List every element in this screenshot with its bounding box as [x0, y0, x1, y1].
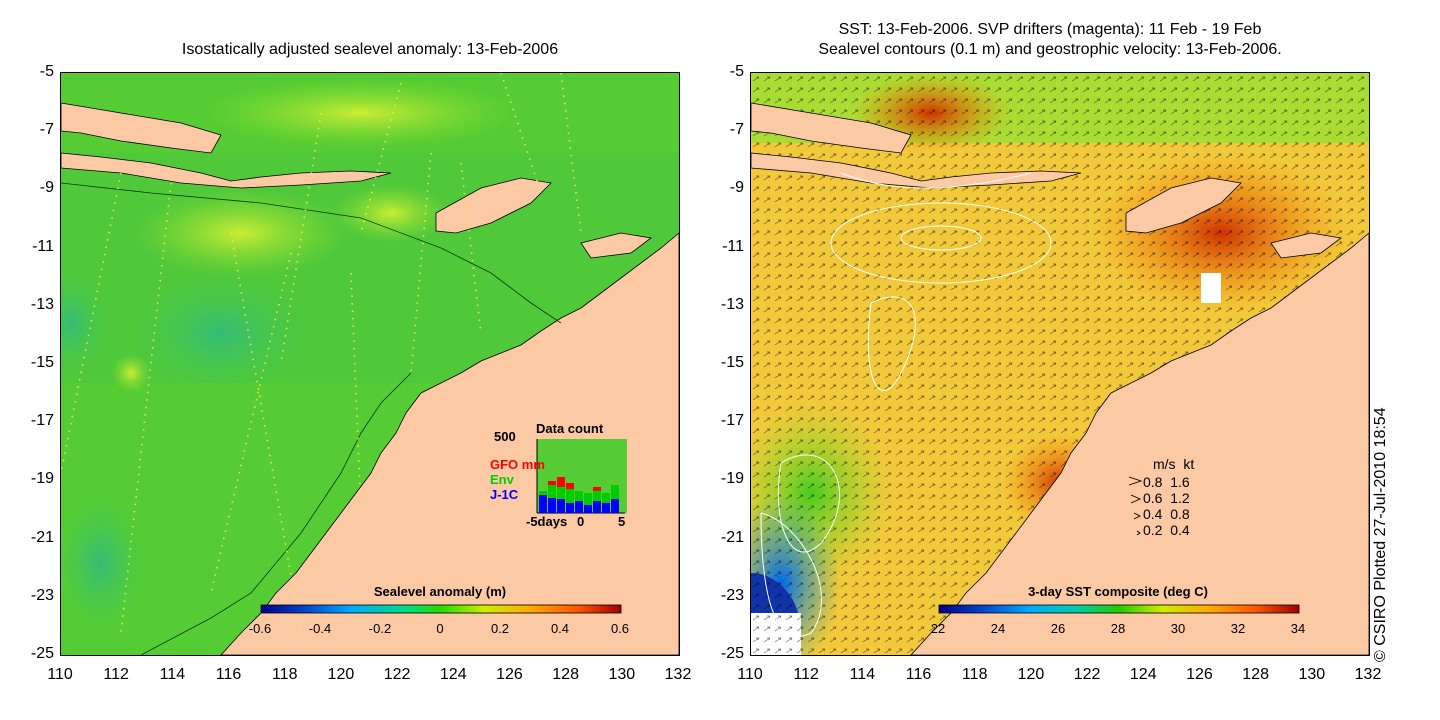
- velocity-scale-row-4: 0.2 0.4: [1143, 522, 1190, 538]
- left-lat-tick-5: -15: [30, 354, 54, 371]
- sla-colorbar-tick-3: 0: [436, 621, 444, 636]
- velocity-kt-3: 0.8: [1170, 506, 1190, 522]
- sla-colorbar-tick-4: 0.2: [490, 621, 510, 636]
- velocity-kt-1: 1.6: [1170, 474, 1190, 490]
- velocity-scale-arrows: [1128, 476, 1143, 536]
- sst-colorbar-tick-2: 26: [1050, 621, 1066, 636]
- data-count-title: Data count: [536, 421, 604, 436]
- left-lat-tick-7: -19: [30, 470, 54, 488]
- data-count-xlabel-zero: 0: [577, 514, 585, 529]
- left-lat-tick-8: -21: [30, 528, 54, 546]
- right-lat-tick-6: -17: [720, 412, 744, 430]
- right-lat-tick-4: -13: [720, 295, 744, 313]
- right-lon-tick-11: 132: [1354, 666, 1382, 683]
- sla-colorbar-tick-1: -0.4: [308, 621, 332, 636]
- right-lon-tick-2: 114: [849, 666, 876, 683]
- sst-colorbar-tick-1: 24: [990, 621, 1006, 636]
- velocity-kt-4: 0.4: [1170, 522, 1190, 538]
- velocity-scale-header: m/s kt: [1153, 456, 1195, 472]
- left-lon-tick-9: 128: [552, 666, 579, 683]
- right-lon-tick-4: 118: [961, 666, 988, 683]
- sst-colorbar-label: 3-day SST composite (deg C): [1028, 584, 1208, 599]
- right-lat-tick-8: -21: [720, 528, 744, 546]
- right-lon-tick-5: 120: [1017, 666, 1045, 683]
- sla-colorbar: [260, 604, 622, 614]
- right-panel-title-line2: Sealevel contours (0.1 m) and geostrophi…: [818, 41, 1282, 58]
- right-lon-tick-3: 116: [905, 666, 932, 683]
- left-lon-tick-2: 114: [159, 666, 186, 683]
- data-count-chart: [536, 439, 627, 514]
- left-lon-tick-11: 132: [664, 666, 692, 683]
- left-lat-tick-2: -9: [39, 179, 54, 197]
- left-panel-title: Isostatically adjusted sealevel anomaly:…: [181, 41, 559, 58]
- data-count-series-gfo: GFO mm: [490, 457, 545, 472]
- velocity-ms-4: 0.2: [1143, 522, 1163, 538]
- right-lat-tick-9: -23: [720, 586, 744, 604]
- sst-colorbar-tick-4: 30: [1170, 621, 1186, 636]
- velocity-ms-1: 0.8: [1143, 474, 1163, 490]
- right-lon-tick-1: 112: [793, 666, 819, 683]
- data-count-ymax: 500: [494, 429, 516, 444]
- right-lat-tick-1: -7: [729, 121, 744, 139]
- left-lon-tick-1: 112: [103, 666, 129, 683]
- sla-colorbar-tick-0: -0.6: [248, 621, 272, 636]
- left-lat-tick-6: -17: [30, 412, 54, 430]
- sla-colorbar-tick-5: 0.4: [550, 621, 570, 636]
- right-lat-tick-3: -11: [722, 237, 744, 255]
- left-lat-tick-10: -25: [30, 645, 54, 662]
- right-lat-tick-10: -25: [720, 645, 744, 662]
- left-lat-tick-9: -23: [30, 586, 54, 604]
- left-lon-tick-5: 120: [327, 666, 355, 683]
- right-lon-tick-6: 122: [1073, 666, 1101, 683]
- right-lat-tick-0: -5: [729, 63, 744, 80]
- sealevel-anomaly-map: [60, 72, 680, 656]
- right-lon-tick-9: 128: [1242, 666, 1269, 683]
- left-lat-tick-3: -11: [32, 237, 54, 255]
- velocity-ms-2: 0.6: [1143, 490, 1163, 506]
- sla-colorbar-label: Sealevel anomaly (m): [373, 584, 507, 599]
- left-lon-tick-0: 110: [47, 666, 73, 683]
- sst-colorbar: [938, 604, 1300, 614]
- left-lat-tick-4: -13: [30, 295, 54, 313]
- left-lon-tick-3: 116: [215, 666, 242, 683]
- left-lat-tick-1: -7: [39, 121, 54, 139]
- right-lon-tick-10: 130: [1298, 666, 1326, 683]
- data-count-xlabel-end: 5: [618, 514, 626, 529]
- velocity-ms-3: 0.4: [1143, 506, 1163, 522]
- right-lon-tick-7: 124: [1129, 666, 1157, 683]
- velocity-scale-row-2: 0.6 1.2: [1143, 490, 1190, 506]
- velocity-scale-row-1: 0.8 1.6: [1143, 474, 1190, 490]
- right-lon-tick-8: 126: [1186, 666, 1213, 683]
- sst-colorbar-tick-6: 34: [1290, 621, 1306, 636]
- sst-colorbar-tick-5: 32: [1230, 621, 1246, 636]
- right-lat-tick-2: -9: [729, 179, 744, 197]
- right-lat-tick-5: -15: [720, 354, 744, 371]
- left-lon-tick-10: 130: [608, 666, 636, 683]
- left-lon-tick-4: 118: [271, 666, 298, 683]
- right-lat-tick-7: -19: [720, 470, 744, 488]
- data-count-series-env: Env: [490, 472, 514, 487]
- sla-colorbar-tick-2: -0.2: [368, 621, 392, 636]
- sst-map: [750, 72, 1370, 656]
- left-lon-tick-8: 126: [496, 666, 523, 683]
- right-lon-tick-0: 110: [737, 666, 763, 683]
- velocity-kt-2: 1.2: [1170, 490, 1190, 506]
- left-lat-tick-0: -5: [39, 63, 54, 80]
- data-count-xlabel-start: -5days: [526, 514, 568, 529]
- data-count-series-j1c: J-1C: [490, 487, 519, 502]
- sst-colorbar-tick-0: 22: [930, 621, 946, 636]
- sla-colorbar-tick-6: 0.6: [610, 621, 630, 636]
- sst-colorbar-tick-3: 28: [1110, 621, 1126, 636]
- left-lon-tick-6: 122: [383, 666, 411, 683]
- velocity-scale-row-3: 0.4 0.8: [1143, 506, 1190, 522]
- left-lon-tick-7: 124: [439, 666, 467, 683]
- right-panel-title-line1: SST: 13-Feb-2006. SVP drifters (magenta)…: [838, 21, 1262, 38]
- plot-credit: © CSIRO Plotted 27-Jul-2010 18:54: [1372, 407, 1389, 662]
